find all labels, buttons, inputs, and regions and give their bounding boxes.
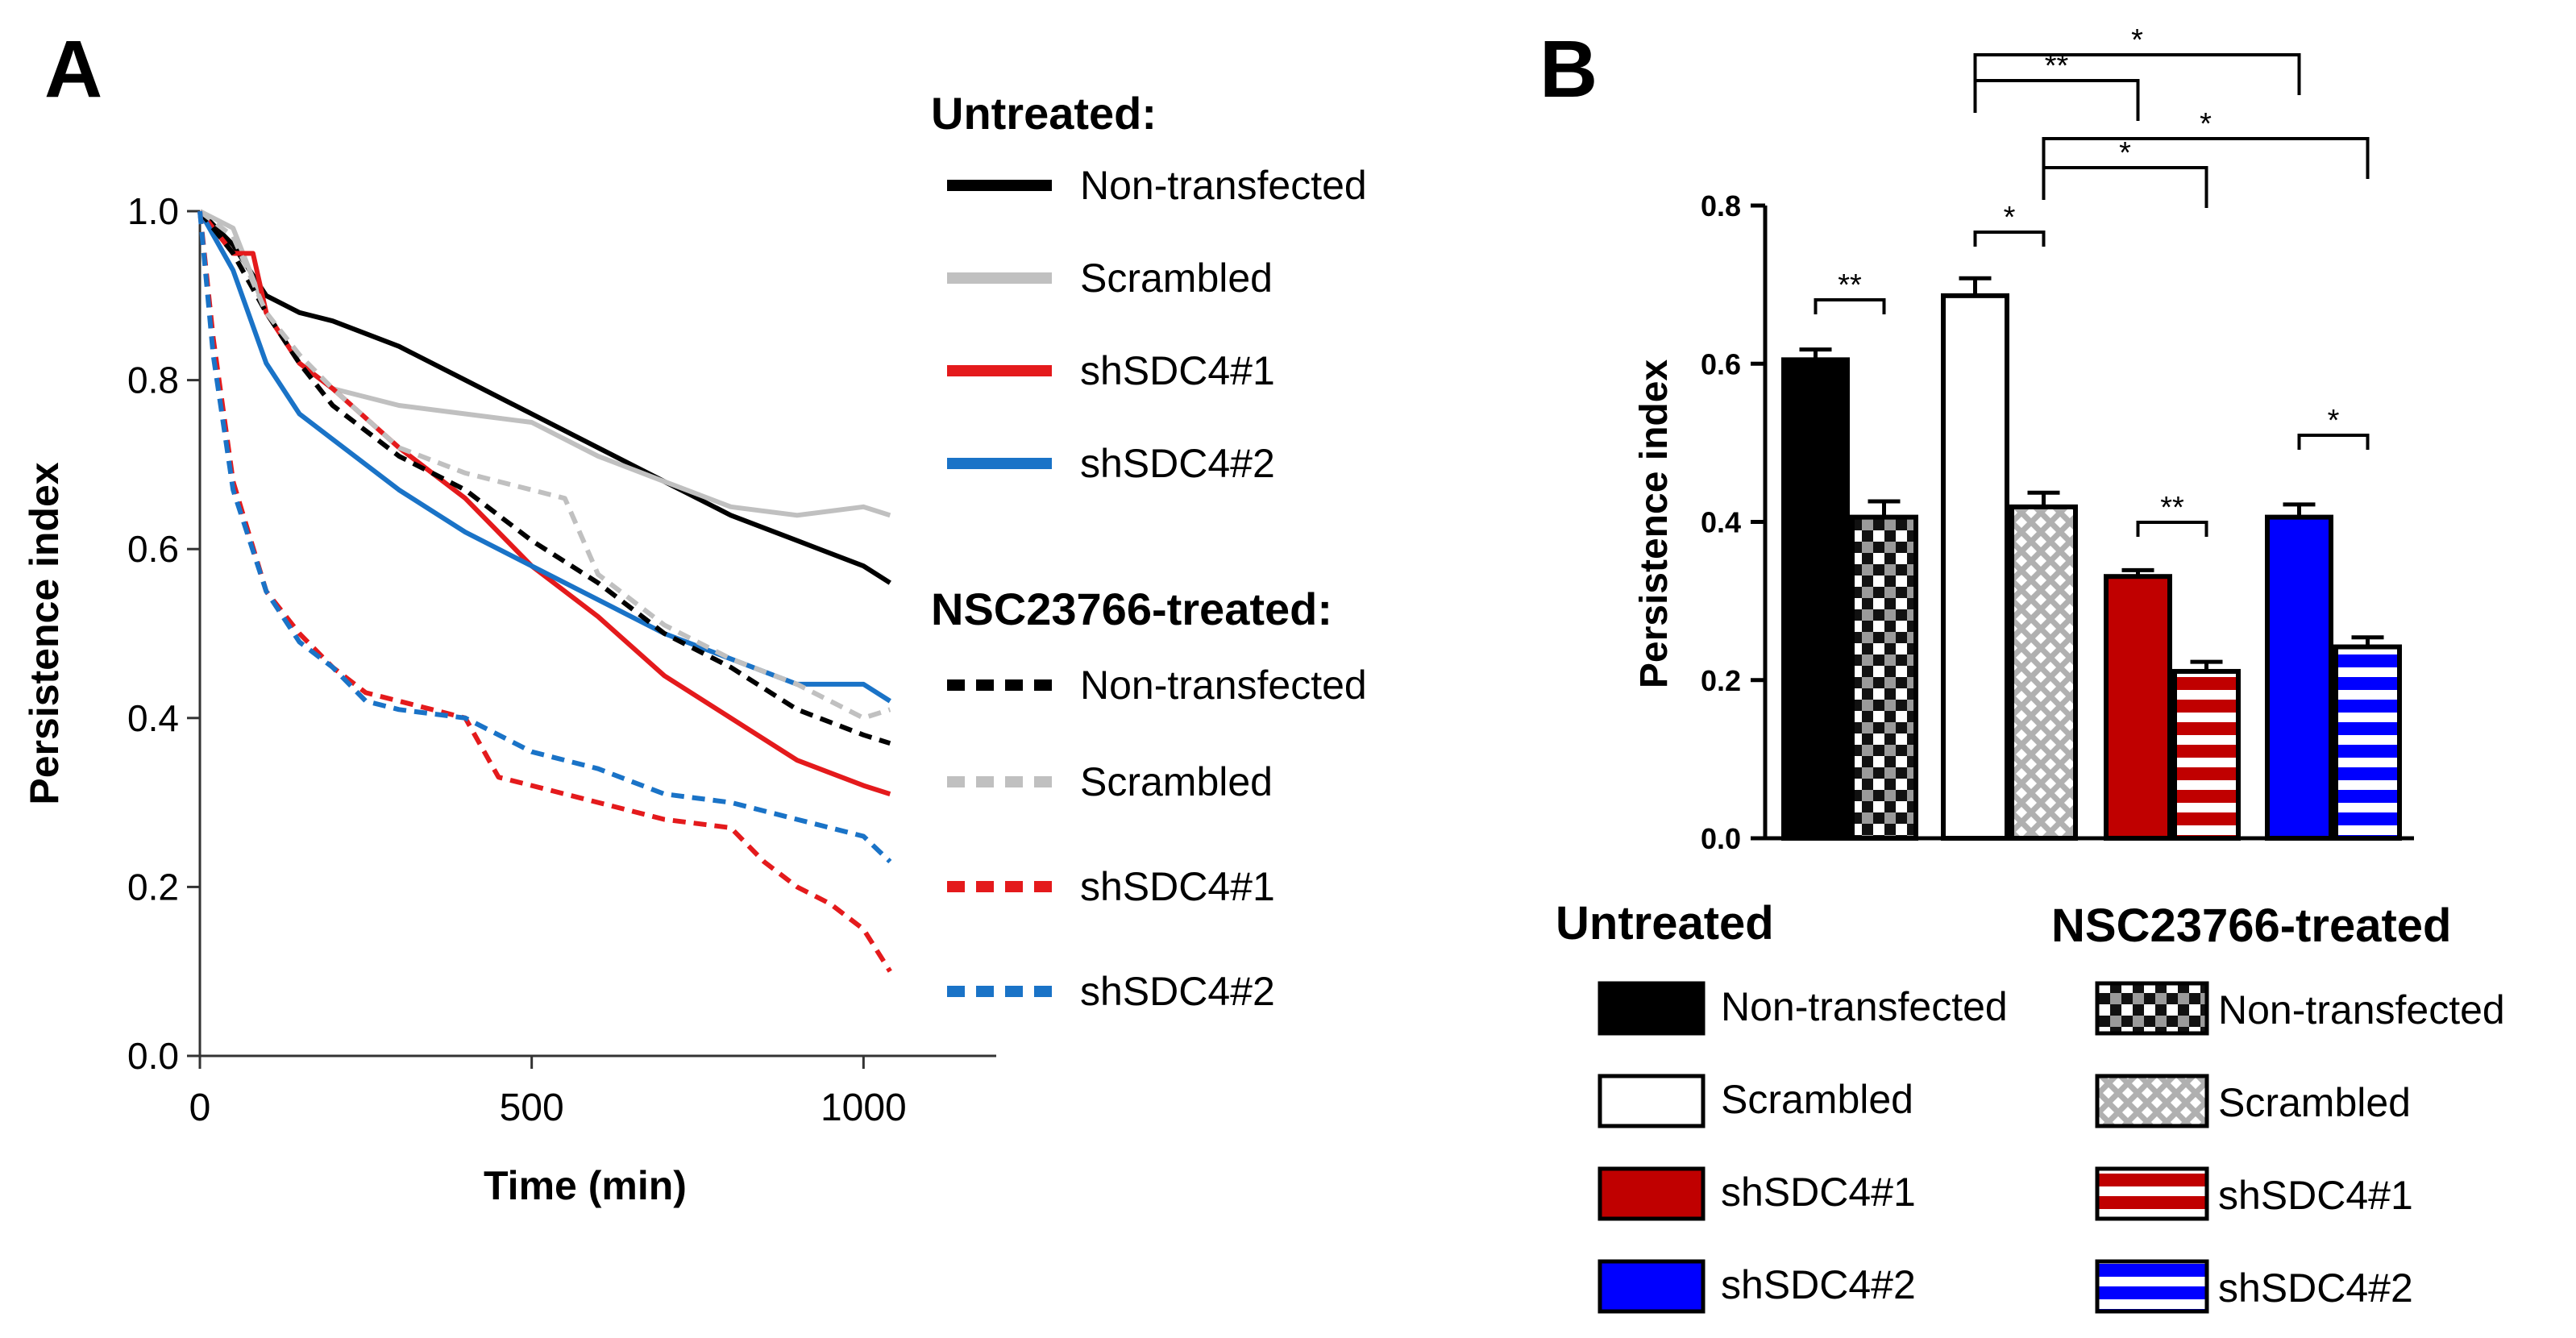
bar-nsc23766-treated-non-transfected: [1850, 514, 1918, 841]
panel-a-x-tick-label: 500: [500, 1087, 564, 1129]
panel-b-y-tick-label: 0.2: [1701, 664, 1741, 697]
panel-b-letter: B: [1539, 24, 1598, 114]
significance-label: *: [2119, 136, 2131, 170]
panel-a-y-tick-label: 0.4: [127, 697, 179, 739]
legend-b-swatch-treated-shsdc4-1: [2095, 1166, 2209, 1221]
panel-a-x-axis-label: Time (min): [484, 1163, 687, 1208]
panel-b-y-tick-label: 0.4: [1701, 506, 1741, 539]
panel-a-x-tick-label: 1000: [821, 1087, 907, 1129]
significance-label: *: [2328, 404, 2340, 438]
line-untreated-shsdc4-1: [197, 210, 891, 796]
significance-bracket: [2042, 137, 2370, 179]
line-nsc23766-treated-shsdc4-1: [197, 210, 892, 973]
panel-b-bar-chart: 0.00.20.40.60.8 *********** Persistence …: [1556, 23, 2505, 1314]
legend-b-label-treated-shsdc4-2: shSDC4#2: [2218, 1265, 2413, 1311]
line-nsc23766-treated-scrambled: [198, 209, 891, 721]
panel-b-legend: Untreated NSC23766-treated Non-transfect…: [1556, 897, 2505, 1314]
panel-a-y-tick-label: 0.2: [127, 866, 179, 908]
legend-b-label-untreated-non-transfected: Non-transfected: [1721, 984, 2008, 1029]
legend-b-label-treated-non-transfected: Non-transfected: [2218, 987, 2505, 1033]
legend-a-label-untreated-shsdc4-2: shSDC4#2: [1080, 441, 1275, 486]
significance-label: *: [2200, 107, 2212, 141]
bar-nsc23766-treated-scrambled: [2009, 504, 2078, 841]
line-untreated-non-transfected: [197, 209, 891, 585]
bar-untreated-scrambled: [1941, 293, 2009, 841]
legend-b-label-treated-scrambled: Scrambled: [2218, 1080, 2411, 1125]
significance-bracket: [1973, 79, 2140, 121]
significance-label: *: [2131, 23, 2143, 57]
legend-a-label-nsc23766-treated-non-transfected: Non-transfected: [1080, 663, 1367, 708]
legend-b-label-untreated-scrambled: Scrambled: [1721, 1077, 1913, 1122]
legend-b-title-treated: NSC23766-treated: [2051, 900, 2451, 952]
legend-b-swatch-treated-shsdc4-2: [2095, 1259, 2209, 1314]
significance-bracket: [1973, 231, 2046, 247]
legend-a-label-untreated-scrambled: Scrambled: [1080, 256, 1273, 301]
legend-a-label-untreated-non-transfected: Non-transfected: [1080, 163, 1367, 208]
significance-bracket: [2297, 434, 2370, 450]
significance-label: **: [2160, 491, 2184, 525]
panel-a-letter: A: [44, 24, 102, 114]
legend-b-swatch-untreated-shsdc4-1: [1598, 1166, 1706, 1221]
panel-b-y-tick-label: 0.6: [1701, 347, 1741, 380]
legend-a-label-nsc23766-treated-shsdc4-2: shSDC4#2: [1080, 969, 1275, 1014]
bar-untreated-shsdc4-1: [2104, 574, 2172, 841]
legend-a-label-nsc23766-treated-scrambled: Scrambled: [1080, 759, 1273, 804]
significance-bracket: [1973, 53, 2301, 95]
panel-a-legend: Untreated: NSC23766-treated: Non-transfe…: [931, 88, 1367, 1014]
legend-b-label-untreated-shsdc4-1: shSDC4#1: [1721, 1170, 1916, 1215]
panel-a-y-tick-label: 0.6: [127, 528, 179, 570]
panel-a-y-tick-label: 0.0: [127, 1035, 179, 1077]
significance-bracket: [2042, 166, 2208, 208]
significance-label: *: [2004, 201, 2016, 235]
bar-nsc23766-treated-shsdc4-1: [2172, 668, 2241, 841]
legend-a-label-untreated-shsdc4-1: shSDC4#1: [1080, 348, 1275, 393]
line-untreated-shsdc4-2: [197, 210, 891, 704]
panel-b-y-tick-label: 0.0: [1701, 822, 1741, 855]
panel-a-y-tick-label: 0.8: [127, 359, 179, 401]
panel-a-y-tick-label: 1.0: [127, 190, 179, 232]
legend-b-swatch-treated-non-transfected: [2095, 981, 2209, 1036]
panel-b-y-axis-label: Persistence index: [1633, 359, 1676, 689]
legend-b-swatch-treated-scrambled: [2095, 1074, 2209, 1128]
bar-untreated-non-transfected: [1781, 357, 1850, 841]
legend-b-swatch-untreated-non-transfected: [1598, 981, 1706, 1036]
significance-bracket: [2136, 521, 2208, 537]
legend-b-swatch-untreated-scrambled: [1598, 1074, 1706, 1128]
panel-a-y-axis-label: Persistence index: [22, 462, 67, 804]
legend-a-title-treated: NSC23766-treated:: [931, 584, 1332, 634]
line-nsc23766-treated-non-transfected: [197, 210, 891, 746]
legend-a-title-untreated: Untreated:: [931, 88, 1157, 139]
legend-b-swatch-untreated-shsdc4-2: [1598, 1259, 1706, 1314]
bar-nsc23766-treated-shsdc4-2: [2333, 644, 2402, 841]
bar-untreated-shsdc4-2: [2265, 514, 2333, 841]
panel-a-x-tick-label: 0: [189, 1087, 211, 1129]
legend-b-label-untreated-shsdc4-2: shSDC4#2: [1721, 1262, 1916, 1307]
legend-a-label-nsc23766-treated-shsdc4-1: shSDC4#1: [1080, 864, 1275, 909]
significance-bracket: [1814, 298, 1886, 314]
legend-b-title-untreated: Untreated: [1556, 897, 1774, 949]
significance-label: **: [1838, 268, 1862, 302]
legend-b-label-treated-shsdc4-1: shSDC4#1: [2218, 1173, 2413, 1218]
line-nsc23766-treated-shsdc4-2: [197, 210, 892, 864]
panel-b-y-tick-label: 0.8: [1701, 189, 1741, 222]
panel-a-line-chart: 0.0 0.2 0.4 0.6 0.8 1.0 0 500 1000 Persistence …: [22, 88, 1367, 1208]
